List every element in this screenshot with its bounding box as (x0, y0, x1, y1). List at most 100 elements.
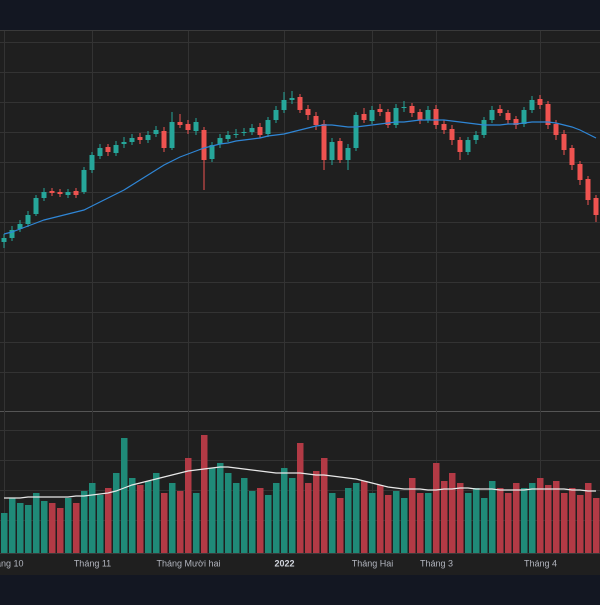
candle-body (233, 134, 239, 135)
candle-body (377, 109, 383, 112)
candle-body (33, 198, 39, 214)
candle-body (89, 155, 95, 170)
volume-bar (161, 493, 168, 553)
candle-body (369, 110, 375, 121)
candle-body (81, 170, 87, 192)
volume-bar (121, 438, 128, 553)
candle-body (273, 110, 279, 120)
volume-bar (137, 485, 144, 553)
candle-body (297, 97, 303, 110)
candle-body (97, 148, 103, 156)
x-tick-label: Tháng 3 (420, 558, 453, 568)
volume-bar (513, 483, 520, 553)
volume-bar (73, 503, 80, 553)
volume-bar (497, 488, 504, 553)
candle-body (17, 224, 23, 229)
candle-body (249, 128, 255, 132)
candle-body (153, 130, 159, 134)
volume-bar (25, 505, 32, 553)
volume-bar (489, 481, 496, 553)
marks (1, 91, 600, 553)
candle-body (505, 113, 511, 120)
volume-bar (377, 485, 384, 553)
candle-body (473, 135, 479, 140)
volume-bar (465, 493, 472, 553)
volume-bar (369, 493, 376, 553)
volume-average-line (4, 466, 596, 499)
candle-body (529, 100, 535, 110)
volume-bar (457, 483, 464, 553)
volume-bar (545, 485, 552, 553)
volume-bar (505, 493, 512, 553)
x-tick-label: Tháng 10 (0, 558, 24, 568)
volume-bar (481, 498, 488, 553)
candle-body (217, 138, 223, 144)
candle-body (401, 107, 407, 108)
volume-bar (81, 491, 88, 553)
volume-bar (9, 498, 16, 553)
volume-bar (273, 483, 280, 553)
volume-bar (241, 478, 248, 553)
candle-body (393, 108, 399, 125)
volume-bar (1, 513, 8, 553)
volume-bar (89, 483, 96, 553)
candle-body (65, 192, 71, 195)
volume-bar (305, 483, 312, 553)
candle-body (465, 140, 471, 152)
labels: Tháng 10 Tháng 11 Tháng Mười hai 2022 Tháng … (0, 558, 557, 568)
volume-bar (217, 463, 224, 553)
candle-body (49, 191, 55, 193)
volume-bar (337, 498, 344, 553)
candle-body (585, 179, 591, 200)
volume-bar (449, 473, 456, 553)
candle-body (321, 124, 327, 160)
candle-body (345, 148, 351, 160)
volume-bar (433, 463, 440, 553)
candle-body (105, 147, 111, 152)
candle-body (457, 140, 463, 152)
volume-bar (473, 488, 480, 553)
top-bar (0, 0, 600, 30)
volume-bar (425, 493, 432, 553)
candle-body (185, 124, 191, 130)
volume-bar (201, 435, 208, 553)
volume-bar (193, 493, 200, 553)
candle-body (145, 135, 151, 140)
volume-bar (257, 488, 264, 553)
candle-body (441, 124, 447, 130)
candle-body (121, 142, 127, 144)
candle-body (385, 112, 391, 125)
volume-bar (289, 478, 296, 553)
candle-body (177, 122, 183, 125)
candle-body (425, 110, 431, 120)
candle-body (577, 164, 583, 180)
volume-bar (529, 483, 536, 553)
candle-body (433, 109, 439, 125)
volume-bar (593, 498, 600, 553)
candle-body (209, 145, 215, 159)
candle-body (161, 131, 167, 148)
candle-body (25, 215, 31, 224)
volume-bar (577, 495, 584, 553)
candle-body (1, 238, 7, 242)
volume-bar (97, 495, 104, 553)
volume-bar (17, 503, 24, 553)
volume-bar (313, 471, 320, 553)
volume-bar (553, 481, 560, 553)
candle-body (313, 116, 319, 125)
candle-body (169, 122, 175, 148)
volume-bar (233, 483, 240, 553)
candle-body (497, 109, 503, 113)
volume-bar (185, 458, 192, 553)
candle-body (409, 106, 415, 113)
volume-bar (321, 458, 328, 553)
candle-body (361, 114, 367, 120)
candle-body (281, 100, 287, 110)
candle-body (337, 141, 343, 160)
volume-bar (521, 488, 528, 553)
candle-body (57, 192, 63, 194)
volume-bar (265, 495, 272, 553)
candle-body (417, 112, 423, 120)
volume-bar (49, 503, 56, 553)
candle-body (329, 142, 335, 160)
